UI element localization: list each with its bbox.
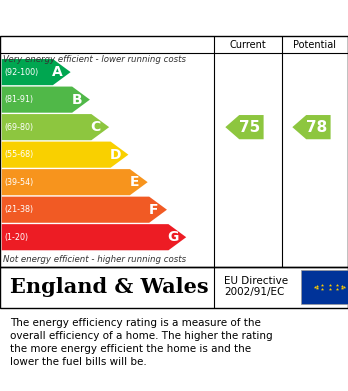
Text: F: F	[149, 203, 158, 217]
Text: Not energy efficient - higher running costs: Not energy efficient - higher running co…	[3, 255, 187, 264]
Text: (69-80): (69-80)	[5, 123, 34, 132]
Text: (1-20): (1-20)	[5, 233, 29, 242]
Polygon shape	[2, 169, 148, 195]
Polygon shape	[2, 224, 186, 250]
Text: (81-91): (81-91)	[5, 95, 34, 104]
Text: A: A	[52, 65, 63, 79]
Text: (21-38): (21-38)	[5, 205, 34, 214]
Text: EU Directive
2002/91/EC: EU Directive 2002/91/EC	[224, 276, 288, 297]
Text: (92-100): (92-100)	[5, 68, 39, 77]
Text: D: D	[109, 148, 121, 161]
Polygon shape	[292, 115, 331, 139]
Text: G: G	[167, 230, 179, 244]
Polygon shape	[2, 86, 90, 113]
Text: Potential: Potential	[293, 40, 337, 50]
Text: 75: 75	[239, 120, 261, 135]
Text: The energy efficiency rating is a measure of the
overall efficiency of a home. T: The energy efficiency rating is a measur…	[10, 318, 273, 367]
Text: B: B	[71, 93, 82, 107]
Text: C: C	[91, 120, 101, 134]
Text: Current: Current	[230, 40, 266, 50]
Polygon shape	[2, 114, 109, 140]
Text: England & Wales: England & Wales	[10, 277, 209, 297]
Polygon shape	[2, 197, 167, 223]
Polygon shape	[226, 115, 264, 139]
Text: Energy Efficiency Rating: Energy Efficiency Rating	[10, 11, 220, 25]
Polygon shape	[2, 59, 71, 85]
Text: Very energy efficient - lower running costs: Very energy efficient - lower running co…	[3, 55, 187, 64]
Bar	[301, 270, 348, 305]
Text: E: E	[129, 175, 139, 189]
Text: 78: 78	[306, 120, 328, 135]
Text: (55-68): (55-68)	[5, 150, 34, 159]
Polygon shape	[2, 142, 128, 168]
Text: (39-54): (39-54)	[5, 178, 34, 187]
